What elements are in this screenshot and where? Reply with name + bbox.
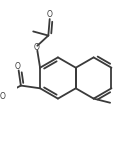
Text: O: O <box>0 92 6 101</box>
Text: O: O <box>14 62 20 71</box>
Text: O: O <box>47 11 53 19</box>
Text: O: O <box>34 43 40 52</box>
